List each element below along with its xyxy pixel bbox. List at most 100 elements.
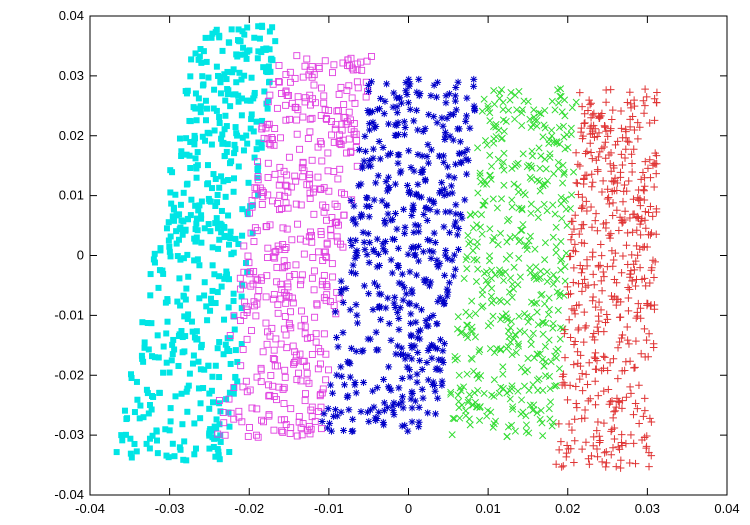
data-point [557,437,565,446]
data-point [191,257,198,264]
data-point [393,225,401,233]
data-point [539,319,547,327]
data-point [258,125,266,133]
data-point [309,254,317,261]
data-point [194,336,201,343]
data-point [267,372,275,379]
data-point [426,282,434,290]
data-point [594,391,603,400]
data-point [633,212,642,221]
data-point [236,38,243,45]
data-point [626,383,634,391]
data-point [228,26,235,33]
data-point [238,95,245,102]
data-point [537,110,545,118]
data-point [409,243,417,251]
data-point [232,146,239,153]
data-point [221,153,228,160]
data-point [413,271,421,279]
data-point [182,333,189,340]
data-point [282,87,290,95]
data-point [578,265,587,273]
data-point [309,95,316,103]
data-point [641,406,649,415]
data-point [541,342,549,351]
data-point [398,422,406,430]
data-point [146,445,153,452]
data-point [452,218,460,226]
data-point [579,338,588,346]
data-point [490,87,498,95]
data-point [557,200,565,208]
data-point [609,355,618,363]
data-point [567,444,575,453]
data-point [282,181,290,189]
data-point [643,301,651,310]
data-point [391,293,399,301]
data-point [559,179,567,187]
y-tick-label: 0.04 [59,8,84,23]
data-point [189,360,196,367]
data-point [251,184,259,192]
data-point [497,195,506,203]
data-point [220,351,227,358]
data-point [219,47,226,54]
data-point [578,279,587,288]
data-point [198,215,205,222]
data-point [198,239,205,246]
data-point [196,53,203,60]
data-point [617,438,626,447]
data-point [223,268,230,275]
data-point [331,218,339,226]
data-point [457,158,465,166]
data-point [275,181,283,189]
data-point [648,212,657,221]
data-point [352,236,360,244]
data-point [580,308,589,316]
data-point [574,326,582,334]
data-point [618,404,626,413]
data-point [599,177,607,185]
data-point [574,190,583,199]
data-point [312,330,320,338]
data-point [216,273,223,280]
data-point [598,458,606,466]
data-point [508,351,516,359]
data-point [164,296,171,303]
data-point [601,353,609,362]
data-point [310,71,318,79]
data-point [513,106,521,114]
data-point [552,249,560,257]
data-point [263,340,271,348]
data-point [536,187,544,195]
data-point [620,181,629,189]
data-point [274,362,281,370]
data-point [227,409,235,417]
data-point [534,206,542,214]
data-point [280,257,288,265]
data-point [625,340,633,348]
data-point [587,99,595,108]
data-point [475,348,483,356]
data-point [243,335,251,343]
data-point [568,230,576,239]
data-point [348,196,356,204]
data-point [602,224,610,232]
data-point [560,170,568,178]
data-point [533,350,541,358]
data-point [167,189,174,196]
data-point [268,197,276,205]
data-point [444,288,452,296]
y-tick-label: 0.02 [59,128,84,143]
data-point [652,169,661,178]
data-point [378,197,386,205]
data-point [462,117,470,125]
data-point [471,389,479,397]
data-point [490,139,498,147]
data-point [509,285,518,293]
data-point [227,228,234,235]
data-point [222,97,229,104]
data-point [190,352,197,359]
data-point [575,230,584,238]
data-point [211,127,218,134]
